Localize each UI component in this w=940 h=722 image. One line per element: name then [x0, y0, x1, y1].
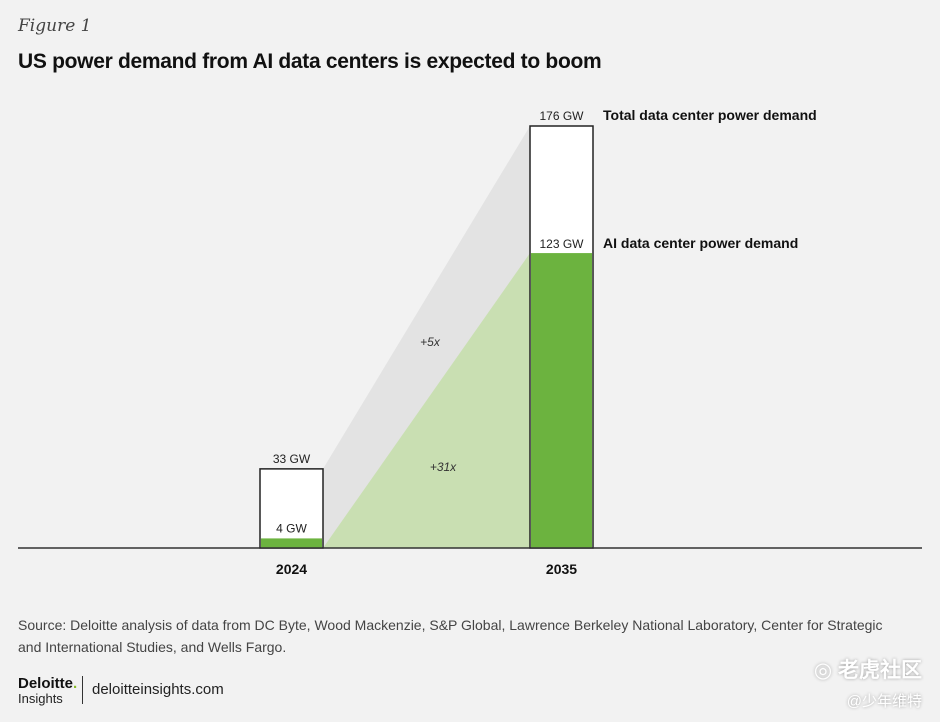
- brand-dot: .: [73, 675, 78, 692]
- annotation-total-growth: +5x: [420, 335, 441, 349]
- annotation-ai-growth: +31x: [430, 460, 457, 474]
- footer-url[interactable]: deloitteinsights.com: [92, 681, 224, 698]
- x-tick-label-2035: 2035: [546, 561, 577, 577]
- legend-ai-label: AI data center power demand: [603, 235, 798, 251]
- deloitte-logo: Deloitte. Insights: [18, 676, 77, 706]
- value-label-total-2035: 176 GW: [539, 109, 584, 123]
- ai-growth-wedge: [323, 253, 530, 549]
- chart-title: US power demand from AI data centers is …: [18, 50, 602, 73]
- bar-ai-2035: [531, 253, 592, 549]
- bar-ai-2024: [261, 538, 322, 548]
- value-label-total-2024: 33 GW: [273, 452, 311, 466]
- value-label-ai-2024: 4 GW: [276, 521, 307, 535]
- watermark-main: ◎ 老虎社区: [813, 659, 922, 682]
- value-label-ai-2035: 123 GW: [539, 237, 584, 251]
- bar-chart: 33 GW 4 GW 2024 176 GW 123 GW 2035 Total data …: [18, 107, 922, 577]
- watermark: ◎ 老虎社区 @少年维特: [814, 654, 922, 711]
- brand-sub: Insights: [18, 691, 63, 706]
- legend-total-label: Total data center power demand: [603, 107, 817, 123]
- bar-total-2024: [259, 468, 324, 549]
- x-tick-label-2024: 2024: [276, 561, 307, 577]
- footer-divider: [82, 676, 83, 704]
- watermark-sub: @少年维特: [846, 693, 922, 710]
- figure-label: Figure 1: [18, 16, 92, 36]
- brand-name: Deloitte: [18, 675, 74, 692]
- source-note: Source: Deloitte analysis of data from D…: [18, 617, 883, 655]
